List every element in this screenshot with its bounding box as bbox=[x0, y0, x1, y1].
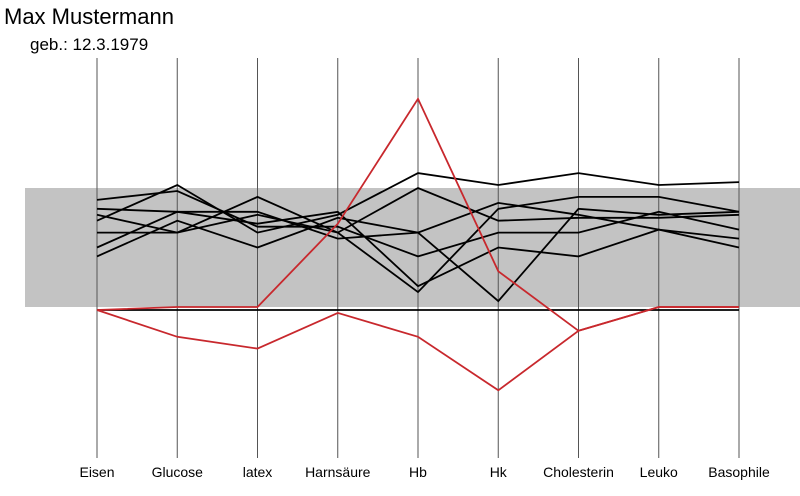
series-line-2 bbox=[96, 195, 740, 294]
patient-name: Max Mustermann bbox=[4, 4, 174, 29]
patient-birthdate: geb.: 12.3.1979 bbox=[30, 35, 149, 54]
axis-label-hk: Hk bbox=[490, 464, 508, 480]
axis-label-harns-ure: Harnsäure bbox=[305, 464, 371, 480]
series-line-5 bbox=[96, 210, 740, 288]
series-line-7 bbox=[96, 207, 740, 303]
series-line-1 bbox=[97, 187, 740, 234]
axis-label-hb: Hb bbox=[409, 464, 427, 480]
axis-label-glucose: Glucose bbox=[152, 464, 204, 480]
series-line-4 bbox=[96, 190, 740, 258]
axis-label-cholesterin: Cholesterin bbox=[543, 464, 614, 480]
axis-label-leuko: Leuko bbox=[640, 464, 678, 480]
axis-label-eisen: Eisen bbox=[79, 464, 114, 480]
series-line-3 bbox=[96, 172, 740, 234]
axis-label-basophile: Basophile bbox=[708, 464, 770, 480]
series-line-10 bbox=[96, 96, 739, 332]
axis-label-latex: latex bbox=[243, 464, 273, 480]
normal-range-band bbox=[25, 188, 800, 307]
